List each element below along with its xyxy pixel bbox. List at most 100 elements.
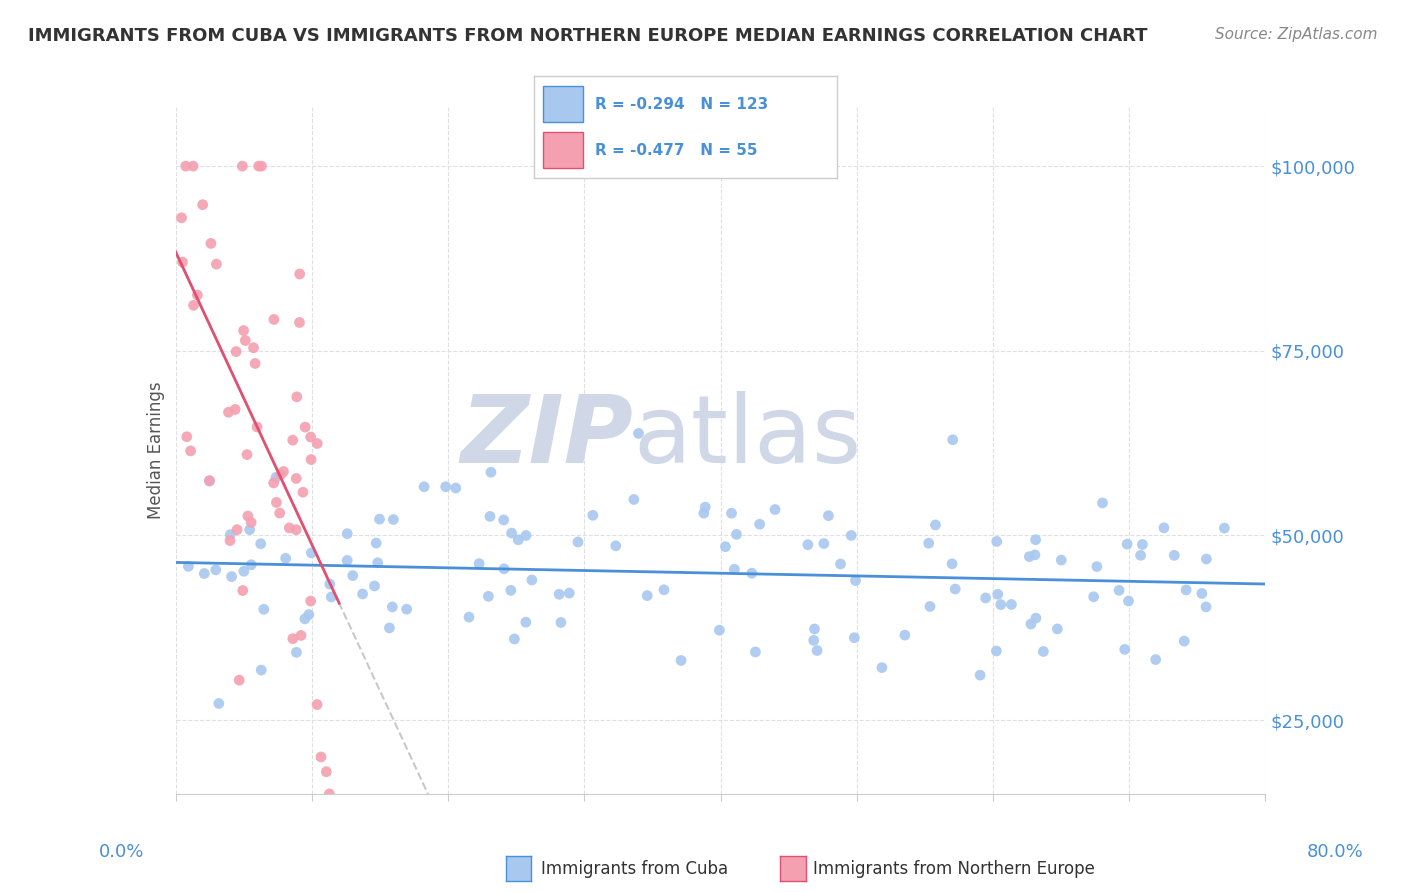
Point xyxy=(221,569,243,583)
Point xyxy=(1153,521,1175,535)
Text: ZIP: ZIP xyxy=(461,391,633,483)
Point xyxy=(582,508,605,523)
Point xyxy=(231,159,253,173)
Point xyxy=(290,628,312,642)
Point xyxy=(342,568,364,582)
Point xyxy=(839,528,862,542)
Point xyxy=(709,624,731,638)
Point xyxy=(669,653,692,667)
Point xyxy=(285,471,308,485)
Point xyxy=(803,633,825,648)
Point xyxy=(172,255,194,269)
Point xyxy=(695,500,717,514)
Point xyxy=(299,430,322,444)
Point xyxy=(176,430,198,444)
Point xyxy=(1175,582,1198,597)
Point xyxy=(315,764,337,779)
Point xyxy=(198,474,221,488)
Point xyxy=(367,556,389,570)
Point xyxy=(844,631,866,645)
Point xyxy=(266,495,288,509)
Text: IMMIGRANTS FROM CUBA VS IMMIGRANTS FROM NORTHERN EUROPE MEDIAN EARNINGS CORRELAT: IMMIGRANTS FROM CUBA VS IMMIGRANTS FROM … xyxy=(28,27,1147,45)
Text: R = -0.294   N = 123: R = -0.294 N = 123 xyxy=(595,96,768,112)
Point xyxy=(177,559,200,574)
Point xyxy=(309,750,332,764)
Point xyxy=(748,517,770,532)
Point xyxy=(269,506,291,520)
Point xyxy=(723,562,745,576)
Point xyxy=(243,356,266,370)
Point xyxy=(204,563,226,577)
Point xyxy=(200,236,222,251)
Point xyxy=(1163,549,1185,563)
Point xyxy=(368,512,391,526)
Point xyxy=(830,557,852,571)
Point xyxy=(515,528,537,542)
Point xyxy=(605,539,627,553)
Point xyxy=(941,557,963,571)
Text: 80.0%: 80.0% xyxy=(1308,843,1364,861)
Point xyxy=(1050,553,1073,567)
Point xyxy=(468,557,491,571)
Point xyxy=(974,591,997,605)
Point xyxy=(249,537,271,551)
Point xyxy=(548,587,571,601)
Point xyxy=(174,159,197,173)
Point xyxy=(870,660,893,674)
Point xyxy=(1144,652,1167,666)
Point xyxy=(263,475,285,490)
Point xyxy=(278,521,301,535)
Text: Immigrants from Northern Europe: Immigrants from Northern Europe xyxy=(813,860,1094,878)
Point xyxy=(291,485,314,500)
Point xyxy=(1195,599,1218,614)
Point xyxy=(273,465,295,479)
Point xyxy=(382,512,405,526)
Point xyxy=(239,523,262,537)
Point xyxy=(381,599,404,614)
Point xyxy=(378,621,401,635)
Point xyxy=(288,316,311,330)
Point xyxy=(264,470,287,484)
Point xyxy=(494,562,516,576)
Point xyxy=(294,612,316,626)
Point xyxy=(274,551,297,566)
Text: Source: ZipAtlas.com: Source: ZipAtlas.com xyxy=(1215,27,1378,42)
Point xyxy=(806,643,828,657)
Point xyxy=(652,582,675,597)
Point xyxy=(299,594,322,608)
Point xyxy=(307,436,329,450)
Point xyxy=(693,506,716,520)
Point xyxy=(247,159,270,173)
Point xyxy=(492,513,515,527)
Point xyxy=(1019,617,1042,632)
Point xyxy=(845,574,868,588)
Point xyxy=(499,583,522,598)
Point xyxy=(501,526,523,541)
Text: atlas: atlas xyxy=(633,391,862,483)
Point xyxy=(224,402,246,417)
Point xyxy=(225,344,247,359)
Point xyxy=(744,645,766,659)
Point xyxy=(434,480,457,494)
Point xyxy=(1108,583,1130,598)
Point xyxy=(226,523,249,537)
Point xyxy=(636,589,658,603)
Point xyxy=(281,632,304,646)
Point xyxy=(294,420,316,434)
Point xyxy=(395,602,418,616)
Point xyxy=(986,534,1008,549)
Point xyxy=(180,443,202,458)
Point xyxy=(918,599,941,614)
Point xyxy=(558,586,581,600)
Point xyxy=(307,698,329,712)
Point xyxy=(477,590,499,604)
Point xyxy=(183,298,205,312)
Point xyxy=(1114,642,1136,657)
Point xyxy=(515,615,537,630)
Point xyxy=(218,405,240,419)
Point xyxy=(918,536,941,550)
Point xyxy=(236,508,259,523)
Point xyxy=(943,582,966,596)
Point xyxy=(1116,537,1139,551)
Point xyxy=(281,433,304,447)
